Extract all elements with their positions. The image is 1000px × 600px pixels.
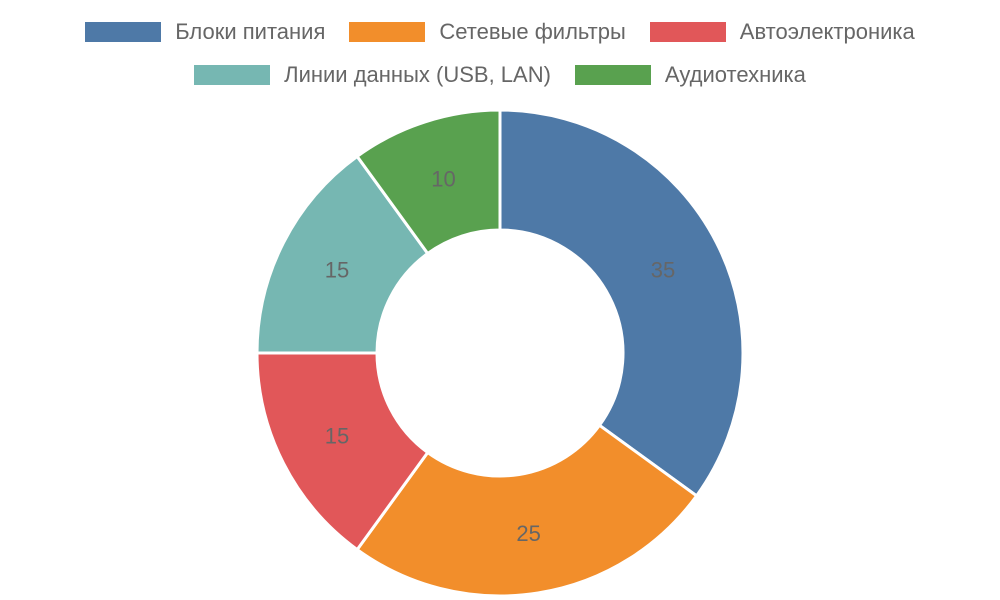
legend-label: Автоэлектроника	[739, 19, 915, 44]
slice-data-lines[interactable]	[255, 154, 430, 355]
legend-item-data-lines[interactable]: Линии данных (USB, LAN)	[194, 62, 551, 88]
legend-label: Сетевые фильтры	[439, 19, 626, 44]
slice-value-label: 10	[431, 166, 455, 191]
slice-value-label: 35	[651, 257, 675, 282]
slice-value-label: 15	[325, 424, 349, 449]
slice-audio[interactable]	[355, 108, 502, 256]
legend-swatch	[574, 65, 651, 85]
legend-swatch	[194, 65, 271, 85]
slice-value-label: 15	[325, 257, 349, 282]
legend-label: Блоки питания	[175, 19, 326, 44]
legend-label: Аудиотехника	[664, 62, 806, 87]
legend-item-auto-electronics[interactable]: Автоэлектроника	[649, 19, 915, 45]
legend-row-1: Блоки питания Сетевые фильтры Автоэлектр…	[0, 19, 1000, 45]
slice-value-label: 25	[516, 521, 540, 546]
legend-item-audio[interactable]: Аудиотехника	[574, 62, 806, 88]
legend-item-surge-filters[interactable]: Сетевые фильтры	[349, 19, 626, 45]
legend-label: Линии данных (USB, LAN)	[284, 62, 551, 87]
legend-row-2: Линии данных (USB, LAN) Аудиотехника	[0, 62, 1000, 88]
legend-swatch	[85, 22, 162, 42]
legend-swatch	[349, 22, 426, 42]
legend-item-power-supplies[interactable]: Блоки питания	[85, 19, 325, 45]
legend-swatch	[649, 22, 726, 42]
slice-power-supplies[interactable]	[498, 108, 745, 498]
slice-auto-electronics[interactable]	[255, 351, 430, 552]
slice-surge-filters[interactable]	[355, 423, 699, 598]
